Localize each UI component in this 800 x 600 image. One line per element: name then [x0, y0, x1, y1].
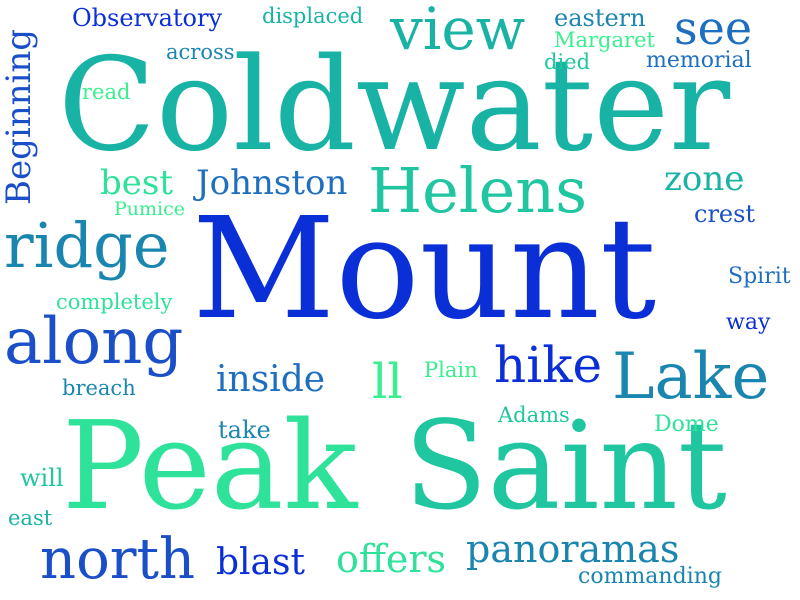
word-helens: Helens [368, 154, 588, 227]
word-margaret: Margaret [554, 28, 655, 52]
word-memorial: memorial [646, 48, 752, 73]
word-beginning: Beginning [0, 28, 39, 205]
word-see: see [674, 1, 753, 55]
word-pumice: Pumice [114, 198, 185, 220]
word-ll: ll [372, 354, 403, 410]
word-lake: Lake [612, 340, 770, 414]
word-displaced: displaced [262, 4, 364, 28]
word-view: view [390, 0, 526, 63]
word-completely: completely [56, 290, 173, 314]
word-hike: hike [494, 336, 603, 394]
word-commanding: commanding [578, 564, 722, 589]
word-ridge: ridge [4, 209, 170, 282]
word-way: way [726, 310, 771, 335]
word-spirit: Spirit [728, 264, 791, 289]
word-read: read [82, 80, 131, 104]
word-along: along [4, 305, 184, 379]
word-blast: blast [216, 542, 305, 583]
word-johnston: Johnston [196, 163, 348, 203]
word-will: will [20, 464, 64, 492]
word-best: best [100, 163, 173, 203]
word-take: take [218, 416, 271, 444]
word-dome: Dome [654, 412, 719, 437]
word-peak: Peak [62, 395, 358, 537]
word-died: died [544, 50, 591, 74]
word-mount: Mount [192, 188, 657, 351]
word-saint: Saint [404, 395, 727, 537]
word-inside: inside [216, 359, 326, 400]
word-plain: Plain [424, 358, 478, 382]
word-across: across [166, 40, 235, 64]
word-eastern: eastern [554, 4, 646, 32]
word-crest: crest [694, 200, 756, 228]
word-coldwater: Coldwater [58, 31, 731, 180]
word-observatory: Observatory [72, 4, 223, 32]
word-offers: offers [336, 537, 447, 581]
word-adams: Adams [498, 403, 570, 427]
word-panoramas: panoramas [466, 527, 680, 571]
word-breach: breach [62, 376, 136, 400]
word-zone: zone [664, 159, 745, 199]
word-east: east [8, 506, 53, 530]
word-north: north [40, 527, 196, 592]
